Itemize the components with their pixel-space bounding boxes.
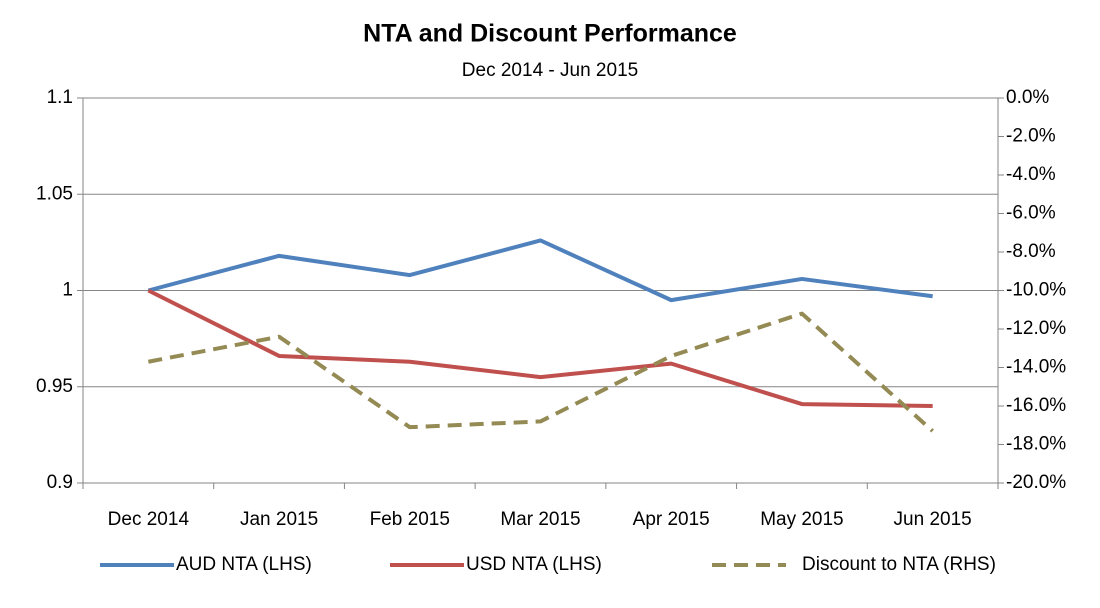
chart-subtitle: Dec 2014 - Jun 2015 bbox=[462, 60, 638, 81]
y2-tick-label: -16.0% bbox=[1006, 395, 1066, 416]
y-tick-label: 0.95 bbox=[36, 376, 73, 397]
x-tick-label: Jan 2015 bbox=[240, 509, 318, 530]
legend-label: Discount to NTA (RHS) bbox=[802, 554, 996, 575]
x-tick-label: Mar 2015 bbox=[500, 509, 580, 530]
y2-tick-label: -20.0% bbox=[1006, 472, 1066, 493]
x-tick-label: Feb 2015 bbox=[370, 509, 450, 530]
y2-tick-label: -6.0% bbox=[1006, 203, 1056, 224]
series-line bbox=[147, 238, 933, 303]
legend-label: USD NTA (LHS) bbox=[466, 554, 602, 575]
x-tick-label: Jun 2015 bbox=[894, 509, 972, 530]
chart-title: NTA and Discount Performance bbox=[363, 20, 737, 48]
y-tick-label: 1.05 bbox=[36, 183, 73, 204]
y2-tick-label: -8.0% bbox=[1006, 241, 1056, 262]
series-line bbox=[147, 311, 934, 433]
y-tick-label: 1 bbox=[62, 280, 73, 301]
y2-tick-label: -18.0% bbox=[1006, 434, 1066, 455]
x-tick-label: Apr 2015 bbox=[633, 509, 710, 530]
x-tick-label: Dec 2014 bbox=[108, 509, 190, 530]
y2-tick-label: -4.0% bbox=[1006, 164, 1056, 185]
series-line bbox=[147, 288, 933, 408]
x-tick-label: May 2015 bbox=[760, 509, 843, 530]
y2-tick-label: -14.0% bbox=[1006, 357, 1066, 378]
y-tick-label: 1.1 bbox=[47, 87, 73, 108]
y2-tick-label: 0.0% bbox=[1006, 87, 1049, 108]
y2-tick-label: -12.0% bbox=[1006, 318, 1066, 339]
y-tick-label: 0.9 bbox=[47, 472, 73, 493]
y2-tick-label: -2.0% bbox=[1006, 126, 1056, 147]
legend-label: AUD NTA (LHS) bbox=[176, 554, 312, 575]
y2-tick-label: -10.0% bbox=[1006, 280, 1066, 301]
